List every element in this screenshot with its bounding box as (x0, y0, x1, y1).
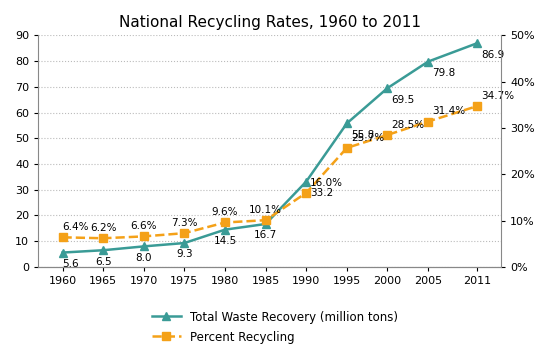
Total Waste Recovery (million tons) (262, 222, 269, 226)
Total Waste Recovery (million tons) (100, 248, 107, 252)
Percent Recycling (140, 234, 147, 238)
Total Waste Recovery (million tons) (425, 60, 431, 64)
Text: 9.3: 9.3 (176, 250, 192, 259)
Text: 28.5%: 28.5% (392, 120, 425, 130)
Text: 69.5: 69.5 (392, 94, 415, 105)
Total Waste Recovery (million tons) (59, 251, 66, 255)
Percent Recycling (100, 236, 107, 240)
Total Waste Recovery (million tons) (303, 180, 310, 184)
Text: 33.2: 33.2 (310, 188, 333, 198)
Text: 6.4%: 6.4% (63, 222, 89, 232)
Total Waste Recovery (million tons) (474, 41, 480, 46)
Text: 86.9: 86.9 (481, 50, 504, 60)
Text: 14.5: 14.5 (213, 236, 236, 246)
Text: 5.6: 5.6 (63, 259, 79, 269)
Text: 55.8: 55.8 (351, 130, 374, 140)
Text: 34.7%: 34.7% (481, 91, 514, 101)
Total Waste Recovery (million tons) (140, 244, 147, 248)
Title: National Recycling Rates, 1960 to 2011: National Recycling Rates, 1960 to 2011 (119, 15, 421, 30)
Percent Recycling (474, 104, 480, 108)
Text: 9.6%: 9.6% (212, 207, 238, 217)
Percent Recycling (59, 235, 66, 239)
Text: 16.7: 16.7 (254, 230, 277, 240)
Total Waste Recovery (million tons) (344, 121, 350, 125)
Text: 8.0: 8.0 (135, 253, 152, 263)
Percent Recycling (425, 119, 431, 124)
Percent Recycling (303, 191, 310, 195)
Line: Percent Recycling: Percent Recycling (58, 102, 481, 243)
Text: 6.6%: 6.6% (130, 221, 157, 231)
Text: 31.4%: 31.4% (432, 106, 465, 116)
Line: Total Waste Recovery (million tons): Total Waste Recovery (million tons) (58, 39, 481, 257)
Text: 25.7%: 25.7% (351, 133, 384, 143)
Total Waste Recovery (million tons) (181, 241, 188, 245)
Percent Recycling (262, 218, 269, 222)
Percent Recycling (222, 220, 228, 225)
Text: 6.5: 6.5 (95, 257, 112, 267)
Legend: Total Waste Recovery (million tons), Percent Recycling: Total Waste Recovery (million tons), Per… (151, 311, 399, 344)
Text: 7.3%: 7.3% (171, 218, 197, 228)
Text: 16.0%: 16.0% (310, 178, 343, 188)
Text: 6.2%: 6.2% (90, 223, 117, 233)
Text: 10.1%: 10.1% (249, 205, 282, 215)
Percent Recycling (384, 133, 391, 137)
Total Waste Recovery (million tons) (384, 86, 391, 90)
Percent Recycling (181, 231, 188, 235)
Percent Recycling (344, 146, 350, 150)
Total Waste Recovery (million tons) (222, 228, 228, 232)
Text: 79.8: 79.8 (432, 68, 455, 78)
